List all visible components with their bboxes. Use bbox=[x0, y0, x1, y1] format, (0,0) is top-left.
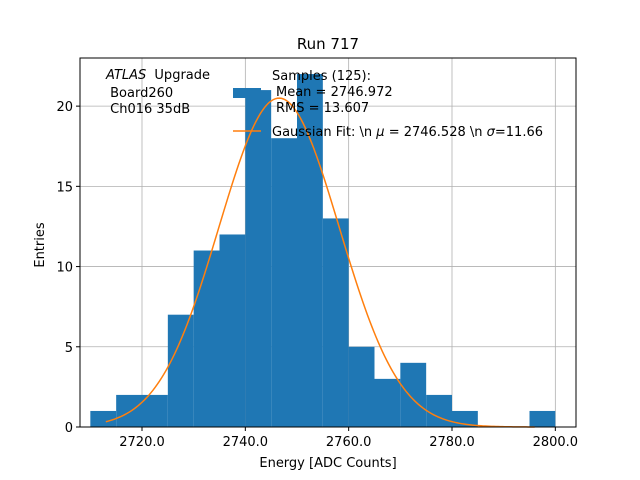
x-tick-label: 2740.0 bbox=[223, 435, 269, 450]
histogram-bar bbox=[426, 394, 452, 427]
histogram-bar bbox=[90, 410, 117, 427]
histogram-bars bbox=[90, 74, 556, 427]
histogram-bar bbox=[322, 218, 349, 427]
histogram-bar bbox=[374, 378, 401, 427]
svg-text:ATLAS Upgrade: ATLAS Upgrade bbox=[105, 68, 210, 83]
legend-samples-line1: Samples (125): bbox=[272, 69, 371, 84]
y-tick-label: 15 bbox=[56, 180, 73, 195]
histogram-bar bbox=[297, 74, 323, 427]
board-label: Board260 bbox=[106, 86, 173, 101]
legend-samples-line3: RMS = 13.607 bbox=[276, 101, 369, 116]
histogram-bar bbox=[219, 234, 246, 427]
legend-fit-label: Gaussian Fit: \n μ = 2746.528 \n σ=11.66 bbox=[272, 125, 543, 140]
histogram-bar bbox=[271, 138, 297, 427]
histogram-bar bbox=[245, 90, 272, 427]
chart-title: Run 717 bbox=[297, 35, 359, 53]
y-tick-label: 0 bbox=[65, 421, 73, 436]
histogram-bar bbox=[400, 362, 427, 427]
atlas-label: ATLAS bbox=[105, 68, 146, 83]
histogram-bar bbox=[529, 410, 556, 427]
channel-label: Ch016 35dB bbox=[106, 102, 190, 117]
y-tick-label: 10 bbox=[56, 261, 73, 276]
histogram-bar bbox=[167, 314, 194, 427]
upgrade-label: Upgrade bbox=[154, 68, 210, 83]
histogram-bar bbox=[193, 250, 220, 427]
histogram-bar bbox=[116, 394, 142, 427]
x-axis-label: Energy [ADC Counts] bbox=[259, 456, 396, 471]
x-tick-label: 2780.0 bbox=[429, 435, 475, 450]
y-tick-label: 20 bbox=[56, 100, 73, 115]
y-axis-ticks: 0 5 10 15 20 bbox=[56, 100, 80, 436]
legend-samples-line2: Mean = 2746.972 bbox=[276, 85, 393, 100]
x-tick-label: 2800.0 bbox=[533, 435, 579, 450]
gaussian-fit-curve bbox=[105, 97, 535, 428]
histogram-bar bbox=[142, 394, 168, 427]
atlas-annotation: ATLAS Upgrade Board260 Ch016 35dB bbox=[105, 68, 210, 117]
x-tick-label: 2720.0 bbox=[119, 435, 165, 450]
x-tick-label: 2760.0 bbox=[326, 435, 372, 450]
plot-frame bbox=[79, 57, 577, 428]
y-tick-label: 5 bbox=[65, 341, 73, 356]
legend-samples-swatch bbox=[233, 88, 261, 98]
legend: Samples (125): Mean = 2746.972 RMS = 13.… bbox=[233, 69, 543, 140]
histogram-bar bbox=[348, 346, 375, 427]
y-axis-label: Entries bbox=[33, 222, 48, 268]
x-axis-ticks: 2720.0 2740.0 2760.0 2780.0 2800.0 bbox=[119, 427, 578, 450]
